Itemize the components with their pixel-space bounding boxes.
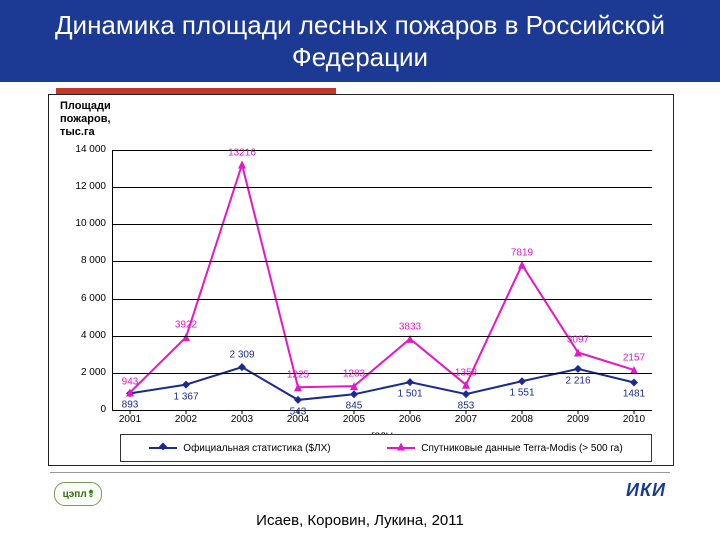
y-axis-label-line: тыс.га xyxy=(60,126,111,139)
footer-divider xyxy=(50,472,670,473)
logo-left: цэпл⥉ xyxy=(54,482,102,506)
y-axis-label-line: Площади xyxy=(60,100,111,113)
legend-swatch xyxy=(149,447,177,449)
chart-legend: Официальная статистика ($ЛХ) Спутниковые… xyxy=(120,434,652,462)
legend-swatch xyxy=(387,447,415,449)
chart-svg xyxy=(112,150,652,410)
legend-label: Спутниковые данные Terra-Modis (> 500 га… xyxy=(421,443,622,454)
y-axis-label-line: пожаров, xyxy=(60,113,111,126)
page-title: Динамика площади лесных пожаров в Россий… xyxy=(0,9,720,74)
title-bar: Динамика площади лесных пожаров в Россий… xyxy=(0,0,720,82)
y-axis-label: Площади пожаров, тыс.га xyxy=(60,100,111,140)
legend-item: Официальная статистика ($ЛХ) xyxy=(149,443,330,454)
tree-icon: ⥉ xyxy=(89,489,94,500)
chart-plot-area: годы 02 0004 0006 0008 00010 00012 00014… xyxy=(112,150,652,410)
citation: Исаев, Коровин, Лукина, 2011 xyxy=(0,512,720,529)
legend-label: Официальная статистика ($ЛХ) xyxy=(183,443,330,454)
logo-right: ИКИ xyxy=(626,480,666,501)
legend-item: Спутниковые данные Terra-Modis (> 500 га… xyxy=(387,443,622,454)
